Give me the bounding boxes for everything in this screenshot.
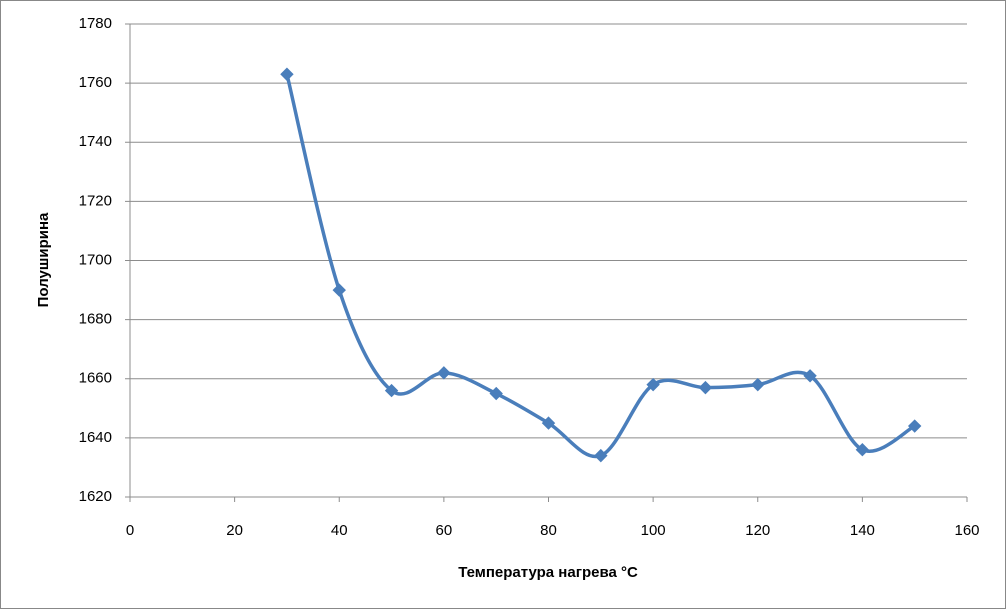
marker — [489, 386, 503, 401]
marker — [803, 369, 817, 383]
marker — [698, 380, 713, 395]
marker — [855, 442, 870, 457]
x-tick-label: 0 — [126, 522, 134, 539]
x-tick-label: 140 — [850, 522, 875, 539]
y-tick-label: 1720 — [79, 192, 112, 209]
marker — [751, 377, 765, 392]
x-tick-label: 100 — [641, 522, 666, 539]
marker — [384, 383, 399, 398]
x-tick-label: 20 — [226, 522, 243, 539]
marker — [332, 283, 346, 297]
marker — [541, 416, 556, 430]
y-tick-label: 1740 — [79, 133, 112, 150]
marker — [594, 448, 608, 463]
y-tick-label: 1660 — [79, 370, 112, 387]
y-tick-label: 1680 — [79, 311, 112, 328]
x-tick-label: 80 — [540, 522, 557, 539]
y-tick-label: 1620 — [79, 488, 112, 505]
marker — [907, 419, 922, 433]
marker — [280, 67, 294, 81]
y-axis-title: Полуширина — [35, 212, 52, 307]
x-tick-label: 40 — [331, 522, 348, 539]
x-tick-label: 120 — [745, 522, 770, 539]
x-axis-title: Температура нагрева °C — [458, 564, 638, 581]
y-tick-label: 1760 — [79, 74, 112, 91]
marker — [437, 366, 451, 380]
x-tick-label: 160 — [954, 522, 979, 539]
y-tick-label: 1700 — [79, 251, 112, 268]
y-tick-label: 1640 — [79, 429, 112, 446]
y-tick-label: 1780 — [79, 15, 112, 32]
x-tick-label: 60 — [436, 522, 453, 539]
marker — [646, 377, 660, 392]
